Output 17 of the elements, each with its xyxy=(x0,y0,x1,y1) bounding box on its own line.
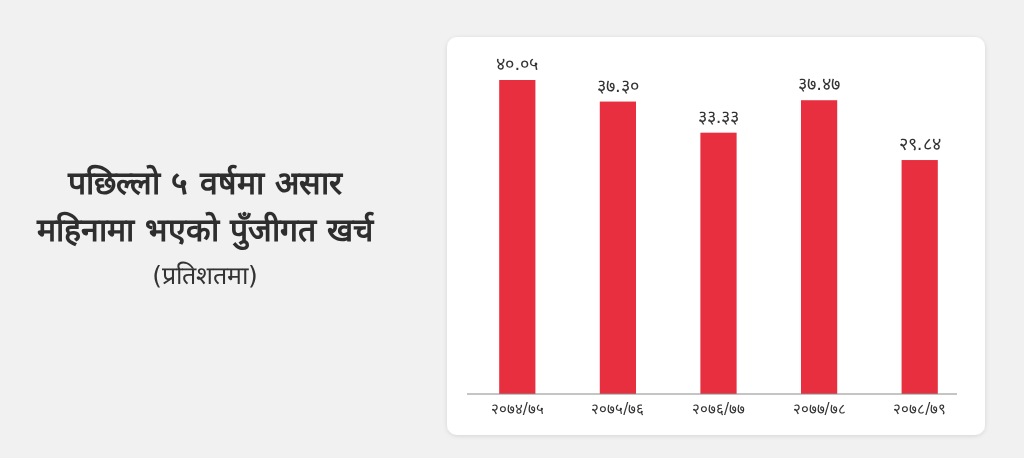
x-tick-label: २०७८/७९ xyxy=(893,400,947,418)
bar xyxy=(499,80,536,394)
data-label: ४०.०५ xyxy=(496,53,539,74)
data-label: ३३.३३ xyxy=(697,105,740,127)
bar xyxy=(901,160,938,394)
data-label: २९.८४ xyxy=(898,133,941,155)
bar xyxy=(700,132,737,394)
bar xyxy=(599,101,637,394)
text: (प्रतिशतमा) xyxy=(152,261,258,290)
data-label: ३७.४७ xyxy=(798,73,840,95)
x-tick-label: २०७४/७५ xyxy=(490,400,544,418)
bar xyxy=(800,100,838,394)
text: पछिल्लो ५ वर्षमा असार महिनामा भएको पुँजीगत खर्च xyxy=(35,164,376,251)
x-tick-label: २०७५/७६ xyxy=(591,400,645,418)
x-tick-label: २०७६/७७ xyxy=(691,400,746,418)
x-tick-label: २०७७/७८ xyxy=(792,400,846,418)
data-label: ३७.३० xyxy=(597,74,639,96)
